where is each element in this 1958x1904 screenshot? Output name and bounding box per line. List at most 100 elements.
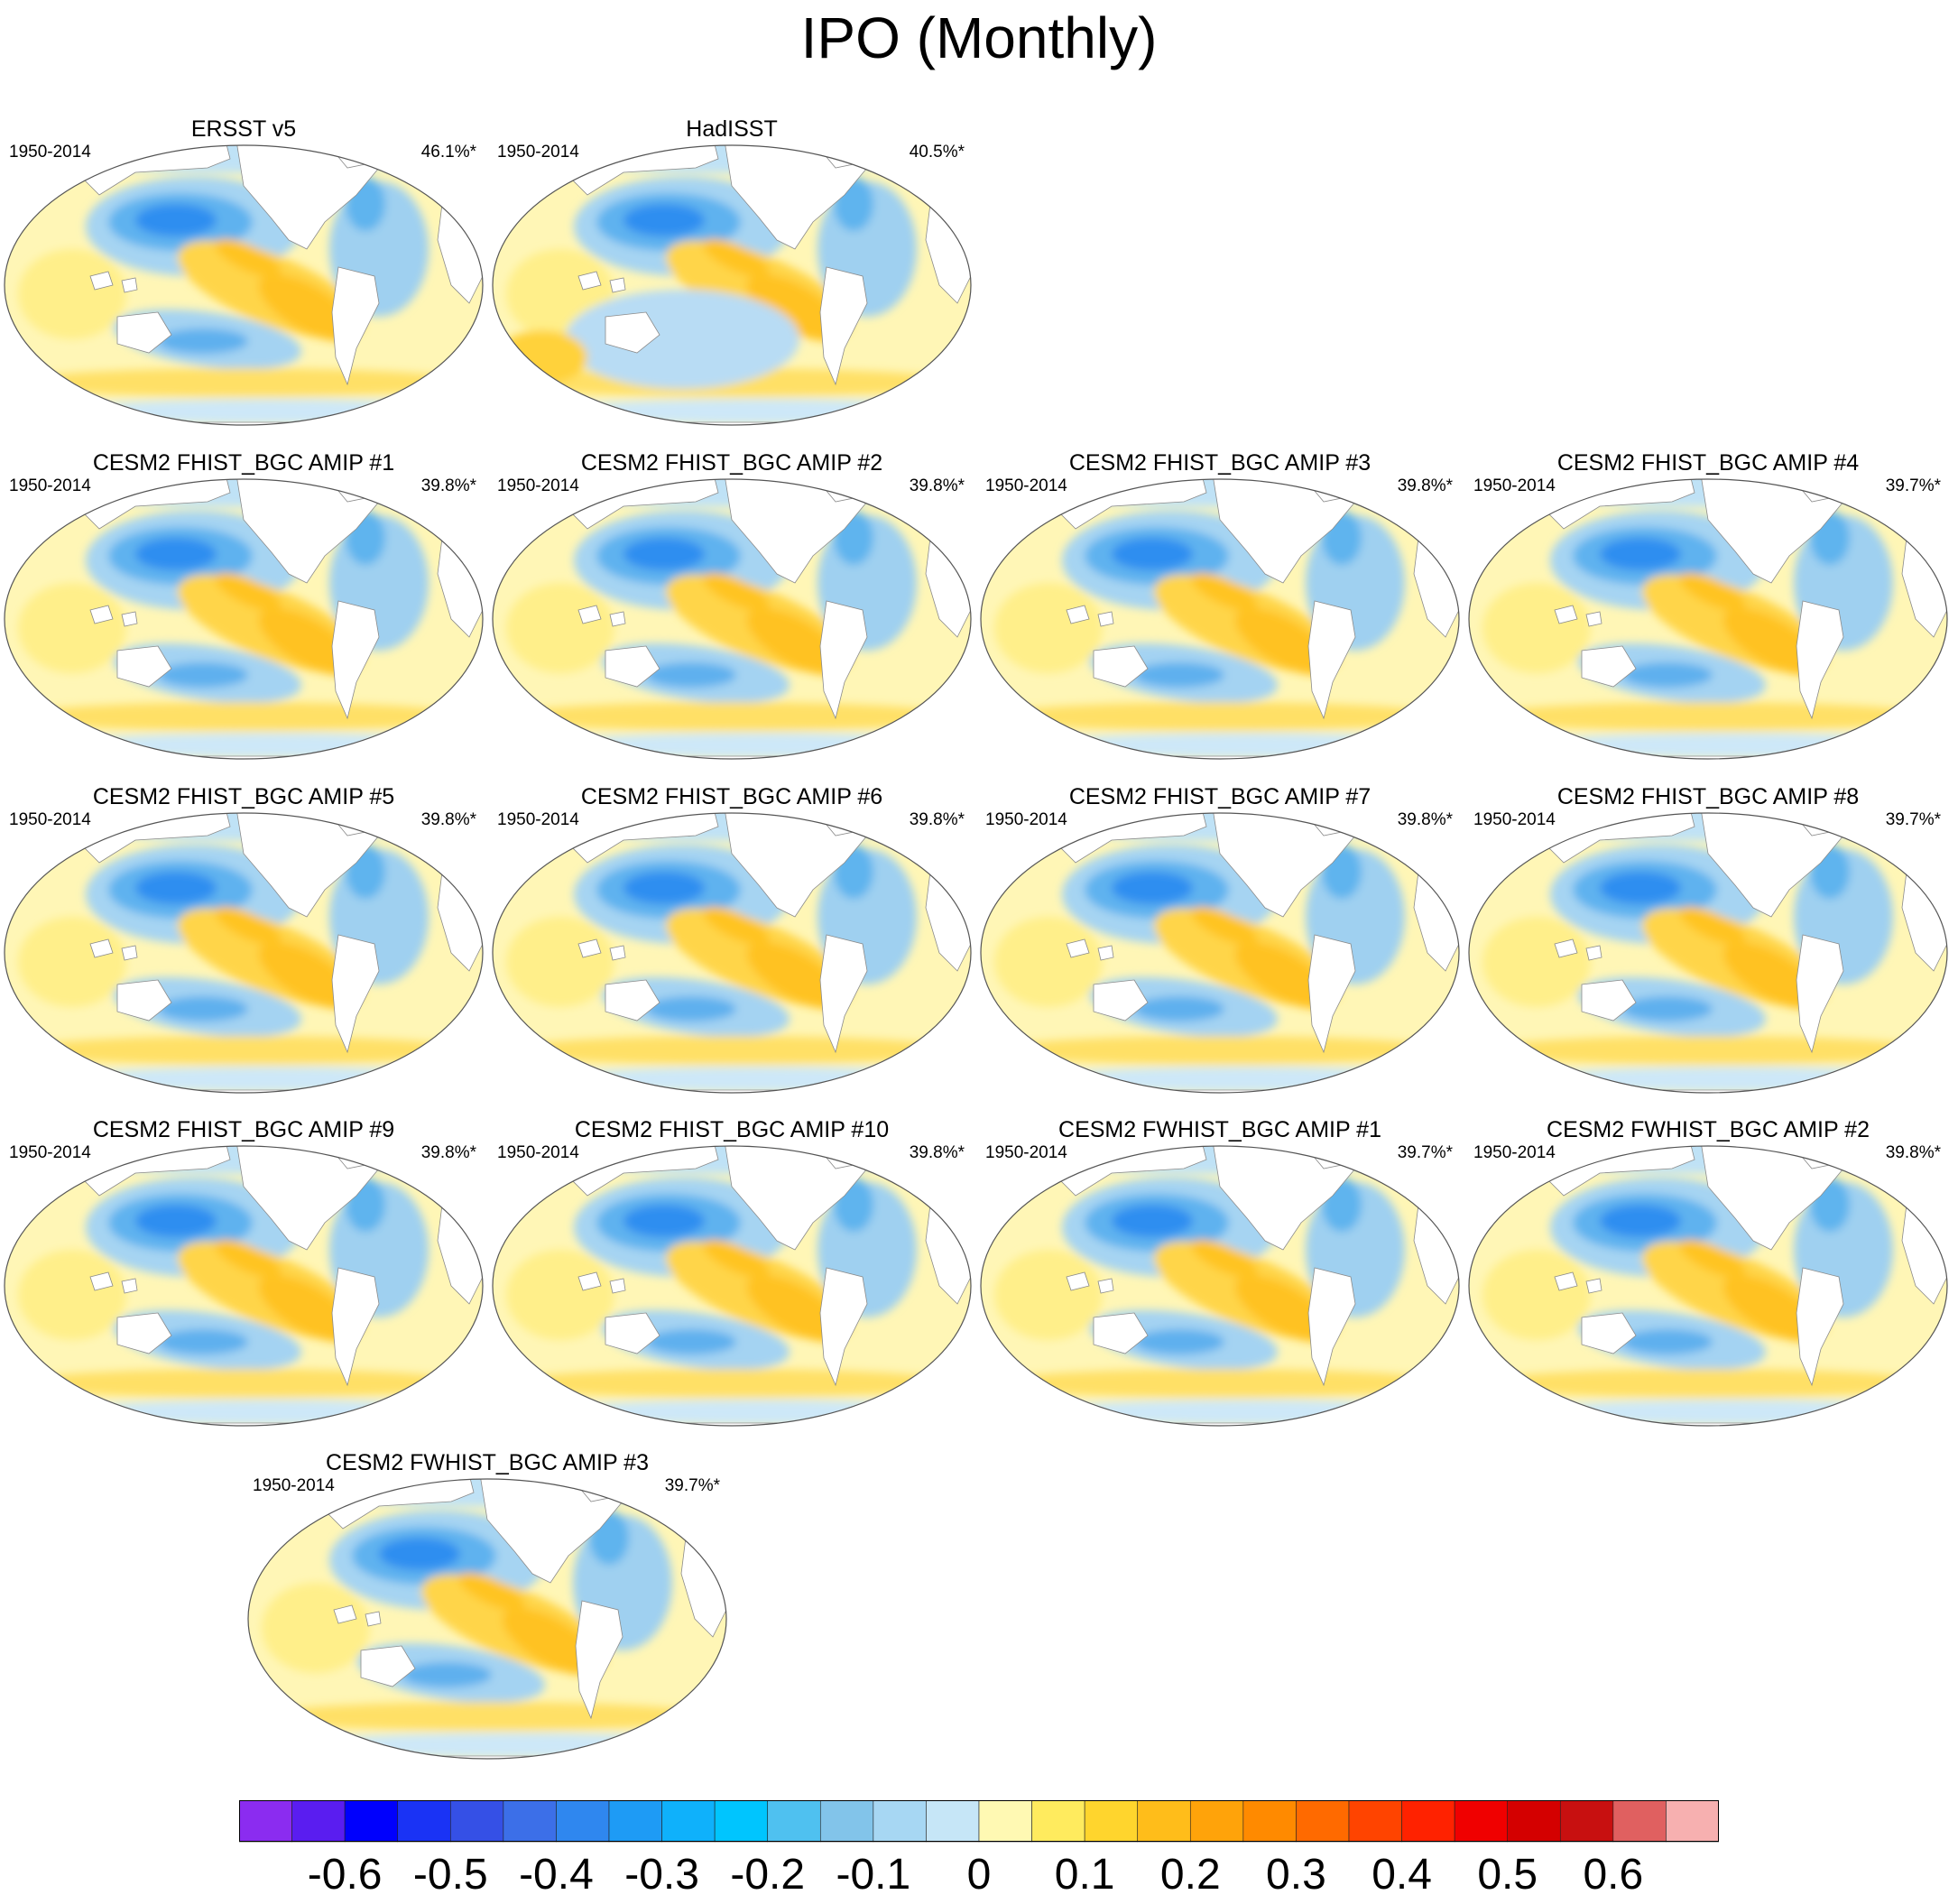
panel-period: 1950-2014: [497, 476, 579, 495]
colorbar-swatch: [1507, 1800, 1561, 1843]
colorbar-swatch: [556, 1800, 610, 1843]
panel-variance-pct: 39.8%*: [1397, 476, 1453, 495]
colorbar-swatch: [503, 1800, 557, 1843]
panel-variance-pct: 40.5%*: [909, 143, 965, 162]
panel-variance-pct: 39.8%*: [1885, 1143, 1941, 1162]
world-map: [492, 1145, 972, 1427]
panel-title: CESM2 FHIST_BGC AMIP #1: [92, 450, 395, 476]
panel-period: 1950-2014: [985, 810, 1067, 829]
colorbar-tick-label: -0.1: [836, 1851, 911, 1899]
panel-title: CESM2 FWHIST_BGC AMIP #1: [1058, 1117, 1381, 1142]
panel-title: CESM2 FHIST_BGC AMIP #6: [580, 784, 883, 809]
map-panel: CESM2 FWHIST_BGC AMIP #3 1950-2014 39.7%…: [244, 1449, 731, 1765]
colorbar-swatch: [1189, 1800, 1244, 1843]
colorbar-swatch: [714, 1800, 769, 1843]
panel-period: 1950-2014: [1473, 476, 1556, 495]
world-map: [492, 478, 972, 760]
colorbar-swatch: [608, 1800, 662, 1843]
colorbar-swatch: [1666, 1800, 1719, 1843]
panel-period: 1950-2014: [9, 143, 91, 162]
colorbar-tick-label: 0.1: [1054, 1851, 1115, 1899]
colorbar-swatch: [873, 1800, 927, 1843]
panel-variance-pct: 39.8%*: [909, 1143, 965, 1162]
panel-period: 1950-2014: [9, 810, 91, 829]
panel-variance-pct: 39.8%*: [420, 476, 476, 495]
colorbar-swatch: [1084, 1800, 1139, 1843]
colorbar-swatch: [1348, 1800, 1402, 1843]
colorbar-swatch: [397, 1800, 451, 1843]
map-panel: CESM2 FHIST_BGC AMIP #3 1950-2014 39.8%*: [976, 449, 1464, 765]
panel-title: CESM2 FHIST_BGC AMIP #5: [92, 784, 395, 809]
world-map: [980, 478, 1460, 760]
world-map: [492, 812, 972, 1094]
world-map: [247, 1478, 727, 1760]
map-panel: CESM2 FWHIST_BGC AMIP #1 1950-2014 39.7%…: [976, 1116, 1464, 1432]
colorbar-swatch: [1401, 1800, 1455, 1843]
world-map: [980, 812, 1460, 1094]
panel-variance-pct: 39.7%*: [1885, 476, 1941, 495]
panel-variance-pct: 39.7%*: [1885, 810, 1941, 829]
panel-period: 1950-2014: [497, 143, 579, 162]
colorbar-tick-label: 0.6: [1583, 1851, 1644, 1899]
panel-title: CESM2 FHIST_BGC AMIP #7: [1068, 784, 1372, 809]
panel-title: CESM2 FHIST_BGC AMIP #10: [574, 1117, 890, 1142]
colorbar-swatch: [926, 1800, 980, 1843]
panel-title: CESM2 FHIST_BGC AMIP #3: [1068, 450, 1372, 476]
colorbar-swatch: [978, 1800, 1032, 1843]
panel-period: 1950-2014: [1473, 1143, 1556, 1162]
colorbar-tick-label: 0.2: [1159, 1851, 1221, 1899]
panel-variance-pct: 39.7%*: [664, 1476, 720, 1495]
panel-variance-pct: 46.1%*: [420, 143, 476, 162]
panel-period: 1950-2014: [497, 1143, 579, 1162]
colorbar-swatch: [1137, 1800, 1191, 1843]
panel-period: 1950-2014: [9, 1143, 91, 1162]
panel-variance-pct: 39.8%*: [909, 476, 965, 495]
colorbar-tick-label: 0.5: [1477, 1851, 1538, 1899]
panel-title: CESM2 FWHIST_BGC AMIP #3: [326, 1450, 649, 1475]
world-map: [1468, 478, 1948, 760]
figure-title: IPO (Monthly): [800, 5, 1158, 70]
world-map: [980, 1145, 1460, 1427]
colorbar-swatch: [819, 1800, 874, 1843]
panel-title: CESM2 FHIST_BGC AMIP #8: [1556, 784, 1860, 809]
panel-period: 1950-2014: [1473, 810, 1556, 829]
panel-title: CESM2 FHIST_BGC AMIP #4: [1556, 450, 1860, 476]
colorbar: [239, 1800, 1719, 1843]
colorbar-swatch: [1242, 1800, 1297, 1843]
panel-variance-pct: 39.8%*: [420, 810, 476, 829]
map-panel: CESM2 FHIST_BGC AMIP #1 1950-2014 39.8%*: [0, 449, 487, 765]
panel-period: 1950-2014: [497, 810, 579, 829]
map-panel: CESM2 FHIST_BGC AMIP #10 1950-2014 39.8%…: [488, 1116, 975, 1432]
colorbar-swatch: [1454, 1800, 1509, 1843]
panel-variance-pct: 39.8%*: [420, 1143, 476, 1162]
world-map: [1468, 1145, 1948, 1427]
colorbar-tick-label: -0.2: [730, 1851, 806, 1899]
map-panel: HadISST 1950-2014 40.5%*: [488, 116, 975, 431]
colorbar-swatch: [1031, 1800, 1085, 1843]
colorbar-tick-label: -0.6: [307, 1851, 383, 1899]
world-map: [492, 144, 972, 426]
colorbar-swatch: [1612, 1800, 1667, 1843]
panel-title: CESM2 FHIST_BGC AMIP #2: [580, 450, 883, 476]
panel-period: 1950-2014: [253, 1476, 335, 1495]
map-panel: CESM2 FHIST_BGC AMIP #5 1950-2014 39.8%*: [0, 783, 487, 1099]
colorbar-swatch: [661, 1800, 716, 1843]
map-panel: CESM2 FHIST_BGC AMIP #9 1950-2014 39.8%*: [0, 1116, 487, 1432]
panel-title: CESM2 FHIST_BGC AMIP #9: [92, 1117, 395, 1142]
colorbar-swatch: [1559, 1800, 1614, 1843]
map-panel: CESM2 FHIST_BGC AMIP #8 1950-2014 39.7%*: [1464, 783, 1952, 1099]
colorbar-tick-label: 0.3: [1266, 1851, 1326, 1899]
panel-variance-pct: 39.8%*: [1397, 810, 1453, 829]
world-map: [4, 478, 484, 760]
panel-variance-pct: 39.8%*: [909, 810, 965, 829]
colorbar-tick-label: -0.3: [624, 1851, 699, 1899]
world-map: [4, 1145, 484, 1427]
world-map: [1468, 812, 1948, 1094]
world-map: [4, 144, 484, 426]
colorbar-swatch: [344, 1800, 399, 1843]
panel-period: 1950-2014: [985, 1143, 1067, 1162]
colorbar-swatch: [1296, 1800, 1350, 1843]
map-panel: CESM2 FHIST_BGC AMIP #6 1950-2014 39.8%*: [488, 783, 975, 1099]
colorbar-swatch: [291, 1800, 346, 1843]
panel-title: CESM2 FWHIST_BGC AMIP #2: [1547, 1117, 1870, 1142]
